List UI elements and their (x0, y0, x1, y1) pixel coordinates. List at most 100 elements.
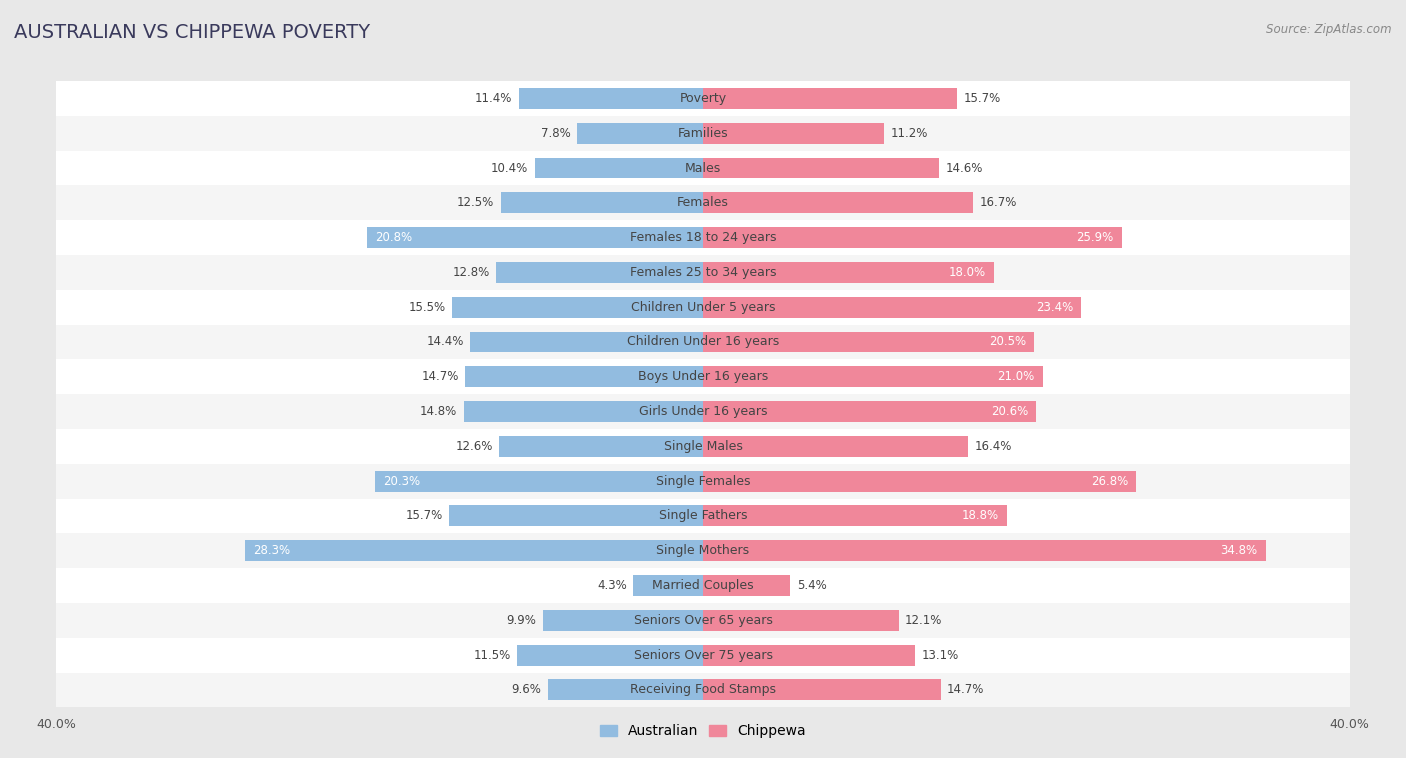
Bar (703, 436, 969, 457)
Text: 20.8%: 20.8% (375, 231, 412, 244)
Bar (464, 401, 703, 422)
Text: 12.6%: 12.6% (456, 440, 494, 453)
Text: 25.9%: 25.9% (1077, 231, 1114, 244)
Bar (465, 366, 703, 387)
Text: 28.3%: 28.3% (253, 544, 291, 557)
Text: 20.3%: 20.3% (382, 475, 420, 487)
Text: 12.1%: 12.1% (905, 614, 942, 627)
Bar (56, 359, 1350, 394)
Text: 26.8%: 26.8% (1091, 475, 1128, 487)
Text: 15.7%: 15.7% (405, 509, 443, 522)
Bar (703, 401, 1036, 422)
Text: 5.4%: 5.4% (797, 579, 827, 592)
Bar (56, 151, 1350, 186)
Text: Children Under 16 years: Children Under 16 years (627, 336, 779, 349)
Bar (548, 679, 703, 700)
Bar (703, 296, 1081, 318)
Bar (703, 123, 884, 144)
Text: 34.8%: 34.8% (1220, 544, 1257, 557)
Bar (703, 679, 941, 700)
Bar (703, 366, 1043, 387)
Text: 16.7%: 16.7% (980, 196, 1017, 209)
Bar (56, 672, 1350, 707)
Bar (634, 575, 703, 596)
Text: 18.0%: 18.0% (949, 266, 986, 279)
Bar (703, 88, 957, 109)
Text: Receiving Food Stamps: Receiving Food Stamps (630, 684, 776, 697)
Bar (534, 158, 703, 178)
Bar (56, 464, 1350, 499)
Bar (499, 436, 703, 457)
Bar (703, 575, 790, 596)
Bar (703, 158, 939, 178)
Bar (703, 193, 973, 213)
Text: 11.4%: 11.4% (475, 92, 512, 105)
Text: Single Mothers: Single Mothers (657, 544, 749, 557)
Text: 14.8%: 14.8% (420, 405, 457, 418)
Bar (703, 644, 915, 666)
Text: 12.8%: 12.8% (453, 266, 489, 279)
Text: Single Fathers: Single Fathers (659, 509, 747, 522)
Bar (703, 471, 1136, 492)
Text: 13.1%: 13.1% (921, 649, 959, 662)
Text: Children Under 5 years: Children Under 5 years (631, 301, 775, 314)
Text: 14.6%: 14.6% (945, 161, 983, 174)
Bar (56, 499, 1350, 534)
Text: 14.7%: 14.7% (422, 370, 458, 384)
Text: 14.4%: 14.4% (426, 336, 464, 349)
Bar (519, 88, 703, 109)
Bar (453, 296, 703, 318)
Text: 7.8%: 7.8% (541, 127, 571, 139)
Text: 20.5%: 20.5% (990, 336, 1026, 349)
Text: Boys Under 16 years: Boys Under 16 years (638, 370, 768, 384)
Bar (543, 610, 703, 631)
Text: Source: ZipAtlas.com: Source: ZipAtlas.com (1267, 23, 1392, 36)
Text: 15.7%: 15.7% (963, 92, 1001, 105)
Text: Females: Females (678, 196, 728, 209)
Bar (449, 506, 703, 526)
Bar (703, 506, 1007, 526)
Text: 9.6%: 9.6% (512, 684, 541, 697)
Bar (703, 262, 994, 283)
Legend: Australian, Chippewa: Australian, Chippewa (595, 719, 811, 744)
Text: AUSTRALIAN VS CHIPPEWA POVERTY: AUSTRALIAN VS CHIPPEWA POVERTY (14, 23, 370, 42)
Bar (56, 429, 1350, 464)
Text: Single Males: Single Males (664, 440, 742, 453)
Text: 15.5%: 15.5% (409, 301, 446, 314)
Text: Single Females: Single Females (655, 475, 751, 487)
Bar (56, 290, 1350, 324)
Text: Seniors Over 75 years: Seniors Over 75 years (634, 649, 772, 662)
Text: 18.8%: 18.8% (962, 509, 998, 522)
Text: 11.2%: 11.2% (890, 127, 928, 139)
Bar (703, 227, 1122, 248)
Text: 23.4%: 23.4% (1036, 301, 1073, 314)
Bar (703, 540, 1265, 561)
Text: 16.4%: 16.4% (974, 440, 1012, 453)
Text: Females 18 to 24 years: Females 18 to 24 years (630, 231, 776, 244)
Text: 21.0%: 21.0% (997, 370, 1035, 384)
Bar (56, 394, 1350, 429)
Bar (56, 116, 1350, 151)
Bar (56, 220, 1350, 255)
Bar (56, 324, 1350, 359)
Bar (703, 331, 1035, 352)
Text: Males: Males (685, 161, 721, 174)
Text: Females 25 to 34 years: Females 25 to 34 years (630, 266, 776, 279)
Text: Girls Under 16 years: Girls Under 16 years (638, 405, 768, 418)
Bar (576, 123, 703, 144)
Text: Seniors Over 65 years: Seniors Over 65 years (634, 614, 772, 627)
Bar (517, 644, 703, 666)
Bar (501, 193, 703, 213)
Text: 20.6%: 20.6% (991, 405, 1028, 418)
Bar (470, 331, 703, 352)
Bar (56, 568, 1350, 603)
Text: 12.5%: 12.5% (457, 196, 495, 209)
Bar (56, 637, 1350, 672)
Bar (246, 540, 703, 561)
Bar (56, 534, 1350, 568)
Bar (367, 227, 703, 248)
Text: 4.3%: 4.3% (598, 579, 627, 592)
Bar (56, 603, 1350, 637)
Text: Families: Families (678, 127, 728, 139)
Bar (703, 610, 898, 631)
